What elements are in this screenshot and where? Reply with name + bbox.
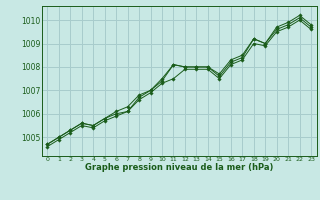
- X-axis label: Graphe pression niveau de la mer (hPa): Graphe pression niveau de la mer (hPa): [85, 163, 273, 172]
